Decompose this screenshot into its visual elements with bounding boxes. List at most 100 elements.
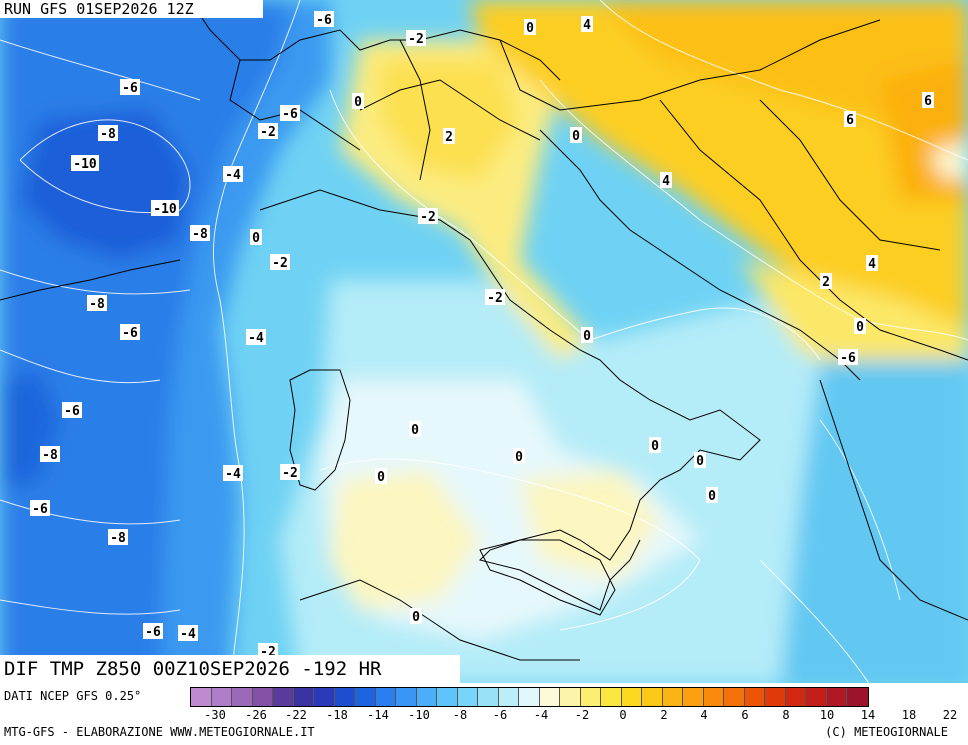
isotherm-label: -10 (73, 157, 97, 172)
colorbar-tick-label: -8 (452, 708, 468, 722)
isotherm-label-box (280, 105, 300, 121)
isotherm-label-box (660, 172, 672, 188)
colorbar-tick-label: -30 (204, 708, 226, 722)
colorbar-cell (539, 688, 560, 706)
isotherm-label: -2 (272, 256, 288, 271)
colorbar-tick-label: 22 (942, 708, 958, 722)
isotherm-label-box (418, 208, 438, 224)
isotherm-label: -8 (89, 297, 105, 312)
isotherm-label: -6 (32, 502, 48, 517)
isotherm-label: 4 (868, 257, 876, 272)
isotherm-label: 6 (846, 113, 854, 128)
isotherm-label: 0 (708, 489, 716, 504)
colorbar-tick-label: -4 (533, 708, 549, 722)
colorbar-cell (580, 688, 601, 706)
colorbar-tick-label: 2 (660, 708, 668, 722)
isotherm-label-box (143, 623, 163, 639)
colorbar-cell (683, 688, 704, 706)
colorbar-tick-label: -10 (408, 708, 430, 722)
colorbar-tick-label: -14 (367, 708, 389, 722)
colorbar-cell (191, 688, 212, 706)
isotherm-label: 0 (411, 423, 419, 438)
colorbar-tick-label: 0 (619, 708, 627, 722)
isotherm-label: -4 (248, 331, 264, 346)
run-title: RUN GFS 01SEP2026 12Z (0, 0, 263, 18)
isotherm-label: -6 (64, 404, 80, 419)
footer-credit: MTG-GFS - ELABORAZIONE WWW.METEOGIORNALE… (4, 725, 315, 739)
colorbar-cell (601, 688, 622, 706)
isotherm-label: -2 (487, 291, 503, 306)
isotherm-label-box (838, 349, 858, 365)
source-note: DATI NCEP GFS 0.25° (4, 689, 142, 703)
colorbar-cell (785, 688, 806, 706)
map-title: DIF TMP Z850 00Z10SEP2026 -192 HR (0, 655, 460, 683)
colorbar-cell (806, 688, 827, 706)
isotherm-label-box (352, 93, 364, 109)
isotherm-label: -8 (110, 531, 126, 546)
isotherm-label: -8 (100, 127, 116, 142)
isotherm-label: -2 (420, 210, 436, 225)
isotherm-label: 0 (526, 21, 534, 36)
colorbar-cell (642, 688, 663, 706)
colorbar-cell (375, 688, 396, 706)
isotherm-label: 0 (572, 129, 580, 144)
colorbar-tick-label: -6 (492, 708, 508, 722)
isotherm-label-box (820, 273, 832, 289)
colorbar-cell (457, 688, 478, 706)
colorbar-tick-label: 6 (741, 708, 749, 722)
isotherm-label: -6 (145, 625, 161, 640)
isotherm-label: -2 (282, 466, 298, 481)
isotherm-label: -6 (282, 107, 298, 122)
colorbar-tick-label: -26 (245, 708, 267, 722)
isotherm-label-box (694, 452, 706, 468)
isotherm-label-box (513, 448, 525, 464)
isotherm-label-box (108, 529, 128, 545)
isotherm-label: 0 (856, 320, 864, 335)
colorbar-cell (437, 688, 458, 706)
isotherm-label-box (223, 465, 243, 481)
colorbar-cell (662, 688, 683, 706)
isotherm-label-box (270, 254, 290, 270)
isotherm-label-box (280, 464, 300, 480)
colorbar-cell (232, 688, 253, 706)
isotherm-label: -6 (122, 326, 138, 341)
isotherm-label: 6 (924, 94, 932, 109)
isotherm-label-box (409, 421, 421, 437)
colorbar (190, 687, 869, 707)
isotherm-label-box (40, 446, 60, 462)
colorbar-cell (519, 688, 540, 706)
isotherm-label-box (570, 127, 582, 143)
colorbar-cell (765, 688, 786, 706)
isotherm-label-box (375, 468, 387, 484)
colorbar-cell (621, 688, 642, 706)
colorbar-tick-label: 8 (782, 708, 790, 722)
colorbar-cell (826, 688, 847, 706)
colorbar-cell (560, 688, 581, 706)
isotherm-label: -8 (192, 227, 208, 242)
isotherm-label-box (62, 402, 82, 418)
colorbar-tick-label: 18 (901, 708, 917, 722)
colorbar-tick-label: 4 (700, 708, 708, 722)
isotherm-label: 4 (662, 174, 670, 189)
isotherm-label: -10 (153, 202, 177, 217)
colorbar-cell (252, 688, 273, 706)
isotherm-label-box (246, 329, 266, 345)
isotherm-label: 0 (354, 95, 362, 110)
isotherm-label: -4 (180, 627, 196, 642)
isotherm-label-box (443, 128, 455, 144)
colorbar-cell (334, 688, 355, 706)
isotherm-label: 2 (822, 275, 830, 290)
isotherm-label-box (524, 19, 536, 35)
isotherm-label-box (258, 123, 278, 139)
isotherm-label-box (190, 225, 210, 241)
isotherm-label-box (87, 295, 107, 311)
isotherm-label-box (410, 608, 422, 624)
colorbar-cell (478, 688, 499, 706)
isotherm-label-box (581, 327, 593, 343)
isotherm-label: -4 (225, 467, 241, 482)
colorbar-tick-label: -22 (285, 708, 307, 722)
isotherm-label: -6 (122, 81, 138, 96)
colorbar-cell (703, 688, 724, 706)
isotherm-label-box (120, 324, 140, 340)
isotherm-label-box (854, 318, 866, 334)
